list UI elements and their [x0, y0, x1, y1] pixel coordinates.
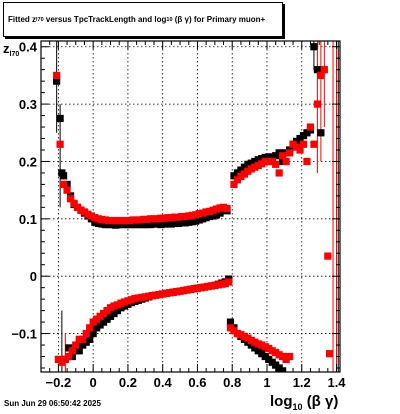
data-point — [86, 335, 94, 343]
y-tick-label: 0 — [30, 269, 37, 284]
data-point — [317, 129, 325, 137]
data-point — [223, 204, 231, 213]
data-point — [53, 71, 61, 80]
x-tick-label: 0 — [90, 375, 97, 390]
x-tick-label: 0.6 — [188, 375, 206, 390]
data-point — [230, 180, 238, 189]
y-axis-label-sub: l70 — [9, 51, 20, 58]
data-point — [82, 329, 90, 338]
data-point — [279, 367, 287, 372]
data-point — [313, 66, 322, 74]
data-point — [279, 152, 287, 160]
x-axis-label-sub: 10 — [292, 402, 303, 412]
data-point — [317, 71, 325, 80]
data-point — [296, 146, 304, 154]
data-point — [310, 43, 318, 51]
data-point — [59, 172, 68, 180]
data-point — [272, 160, 280, 168]
x-tick-label: 1 — [263, 375, 270, 390]
y-tick-label: 0.1 — [19, 212, 37, 227]
data-point — [299, 140, 308, 148]
title-greek: (β γ) — [174, 15, 192, 24]
data-point — [226, 318, 235, 326]
x-tick-label: 1.2 — [293, 375, 311, 390]
data-point — [313, 100, 322, 108]
data-point — [63, 186, 71, 194]
data-point — [72, 341, 80, 349]
x-tick-label: 0.4 — [154, 375, 173, 390]
y-axis-label-main: z — [3, 41, 10, 56]
data-point — [59, 180, 68, 189]
data-point — [324, 252, 332, 260]
y-tick-label: −0.1 — [11, 327, 37, 342]
x-axis-label-greek: (β γ) — [306, 393, 339, 410]
x-tick-label: 0.8 — [223, 375, 241, 390]
plot-frame — [40, 40, 341, 373]
data-point — [86, 324, 94, 332]
x-tick-label: 0.2 — [119, 375, 137, 390]
data-point — [68, 347, 76, 355]
x-axis-label: log10 (β γ) — [270, 393, 338, 412]
data-point — [75, 347, 83, 355]
x-tick-label: −0.2 — [46, 375, 72, 390]
title-prefix: Fitted — [8, 15, 30, 24]
y-tick-label: 0.4 — [19, 40, 38, 55]
data-point — [56, 114, 64, 123]
data-point — [89, 329, 97, 338]
chart-title: Fitted z l70 versus TpcTrackLength and l… — [3, 2, 283, 37]
data-point — [320, 66, 328, 74]
data-point — [79, 335, 87, 343]
y-tick-label: 0.3 — [19, 97, 37, 112]
data-point — [303, 157, 311, 166]
y-tick-label: 0.2 — [19, 154, 37, 169]
y-axis-label: zl70 — [3, 41, 19, 58]
data-point — [275, 169, 283, 177]
title-suffix: for Primary muon+ — [193, 15, 266, 24]
data-point — [70, 199, 78, 207]
title-var: z — [32, 15, 37, 24]
data-point — [53, 77, 61, 85]
data-point — [325, 350, 334, 358]
title-var-sub: l70 — [36, 16, 44, 23]
data-point — [65, 352, 73, 361]
data-point — [310, 140, 318, 148]
x-tick-label: 1.4 — [327, 375, 346, 390]
title-log-sub: 10 — [166, 16, 173, 23]
data-point — [282, 157, 290, 166]
x-axis-label-main: log — [270, 393, 293, 410]
data-point — [306, 123, 315, 131]
data-point — [66, 195, 75, 203]
data-point — [225, 278, 233, 286]
data-point — [285, 352, 294, 361]
date-stamp: Sun Jun 29 06:50:42 2025 — [4, 399, 101, 408]
title-middle: versus TpcTrackLength and log — [45, 15, 167, 24]
data-point — [56, 140, 64, 148]
data-point — [285, 149, 294, 157]
